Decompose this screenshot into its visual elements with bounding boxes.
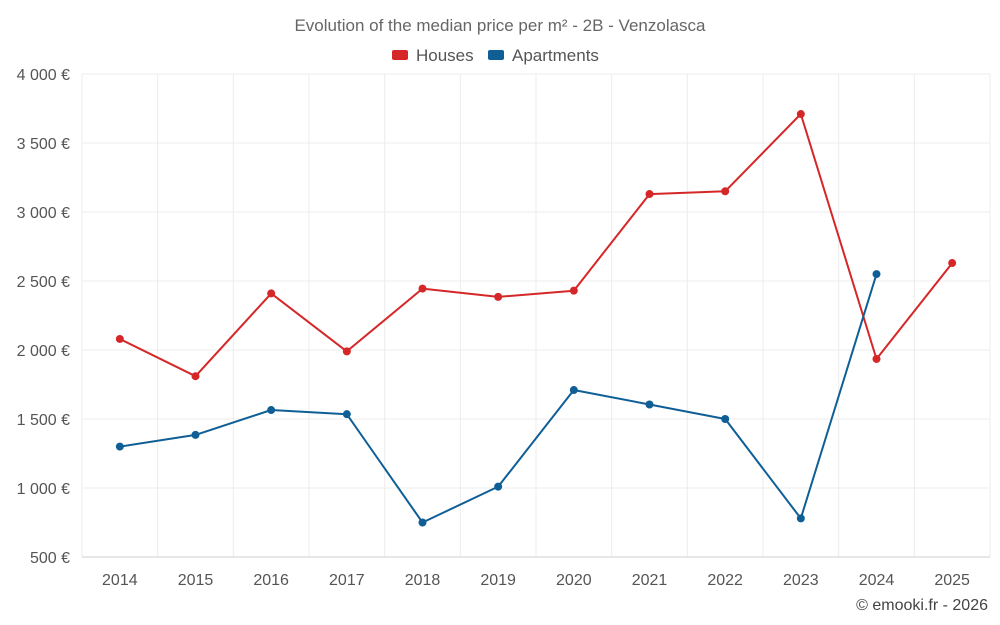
y-tick-label: 3 000 € xyxy=(17,205,70,222)
axes: 500 € 1 000 € 1 500 € 2 000 € 2 500 € 3 000 €… xyxy=(17,67,990,589)
y-tick-label: 1 000 € xyxy=(17,481,70,498)
x-tick-label: 2019 xyxy=(480,572,516,589)
credit-text: © emooki.fr - 2026 xyxy=(856,597,988,614)
data-point-houses-2021 xyxy=(645,190,654,199)
x-tick-label: 2024 xyxy=(859,572,895,589)
legend-label-apartments: Apartments xyxy=(512,46,599,65)
grid xyxy=(81,73,991,558)
data-point-apartments-2017 xyxy=(342,410,351,419)
data-point-apartments-2014 xyxy=(115,442,124,451)
x-tick-label: 2018 xyxy=(405,572,441,589)
y-tick-label: 3 500 € xyxy=(17,136,70,153)
y-tick-label: 2 500 € xyxy=(17,274,70,291)
data-point-houses-2016 xyxy=(267,289,276,298)
x-tick-label: 2025 xyxy=(934,572,970,589)
data-point-apartments-2016 xyxy=(267,406,276,415)
chart-title: Evolution of the median price per m² - 2… xyxy=(294,16,706,35)
x-tick-label: 2016 xyxy=(253,572,289,589)
data-point-houses-2020 xyxy=(569,286,578,295)
x-tick-label: 2015 xyxy=(178,572,214,589)
x-tick-label: 2021 xyxy=(632,572,668,589)
series-line-houses xyxy=(119,113,953,378)
data-point-houses-2022 xyxy=(721,187,730,196)
data-point-apartments-2022 xyxy=(721,415,730,423)
data-point-houses-2025 xyxy=(948,259,957,268)
legend-label-houses: Houses xyxy=(416,46,474,65)
data-point-apartments-2018 xyxy=(418,518,427,527)
legend: Houses Apartments xyxy=(392,46,599,65)
y-tick-label: 4 000 € xyxy=(17,67,70,84)
data-point-houses-2024 xyxy=(872,354,881,363)
y-tick-label: 2 000 € xyxy=(17,343,70,360)
data-point-apartments-2020 xyxy=(569,386,578,395)
data-point-apartments-2021 xyxy=(645,400,654,409)
data-point-houses-2014 xyxy=(115,334,124,343)
data-point-houses-2017 xyxy=(342,347,351,356)
data-point-apartments-2024 xyxy=(872,270,881,279)
x-tick-label: 2017 xyxy=(329,572,365,589)
data-point-apartments-2019 xyxy=(494,482,503,491)
legend-swatch-apartments xyxy=(488,50,504,60)
x-tick-label: 2014 xyxy=(102,572,138,589)
y-tick-label: 500 € xyxy=(30,550,70,567)
data-point-houses-2018 xyxy=(418,284,427,293)
x-tick-label: 2020 xyxy=(556,572,592,589)
data-point-apartments-2023 xyxy=(796,514,805,523)
y-tick-label: 1 500 € xyxy=(17,412,70,429)
series xyxy=(115,110,957,527)
data-point-houses-2023 xyxy=(796,110,805,119)
x-tick-label: 2022 xyxy=(707,572,743,589)
x-tick-label: 2023 xyxy=(783,572,819,589)
data-point-apartments-2015 xyxy=(191,430,200,439)
legend-swatch-houses xyxy=(392,50,408,60)
data-point-houses-2015 xyxy=(191,372,200,381)
data-point-houses-2019 xyxy=(494,292,503,301)
